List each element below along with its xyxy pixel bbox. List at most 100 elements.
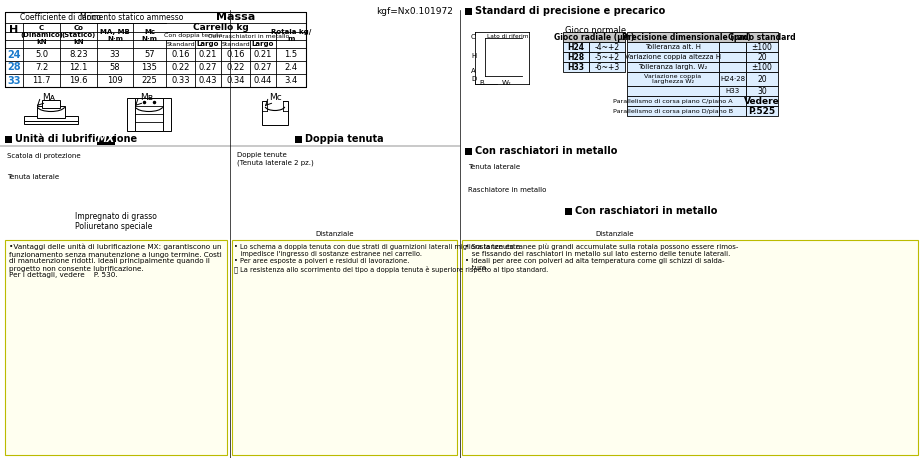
- Bar: [627, 72, 719, 86]
- Text: Variazione coppia
larghezza W₂: Variazione coppia larghezza W₂: [645, 74, 702, 84]
- Bar: [719, 72, 746, 86]
- Text: Tenuta laterale: Tenuta laterale: [468, 164, 520, 170]
- Text: 0.16: 0.16: [227, 50, 245, 59]
- Text: Lato di riferim.: Lato di riferim.: [487, 34, 530, 39]
- Bar: [719, 52, 746, 62]
- Bar: [24, 116, 78, 121]
- Bar: [5, 48, 306, 61]
- Bar: [37, 106, 65, 118]
- Bar: [627, 32, 778, 42]
- Text: 0.21: 0.21: [199, 50, 217, 59]
- Bar: [746, 96, 778, 106]
- Text: H33: H33: [567, 62, 585, 71]
- Bar: [719, 86, 746, 96]
- Text: Momento statico ammesso: Momento statico ammesso: [80, 13, 183, 22]
- Bar: [627, 52, 719, 62]
- Text: H: H: [9, 25, 18, 35]
- Text: H24: H24: [567, 43, 585, 51]
- Text: MA, MB
N·m: MA, MB N·m: [100, 29, 130, 42]
- Bar: [97, 136, 115, 145]
- Text: 225: 225: [142, 76, 157, 85]
- Bar: [24, 121, 78, 124]
- Text: kgf=Nx0.101972: kgf=Nx0.101972: [376, 7, 453, 16]
- Text: Raschiatore in metallo: Raschiatore in metallo: [468, 187, 546, 193]
- Text: H33: H33: [726, 88, 740, 94]
- Bar: [719, 96, 746, 106]
- Text: • Sostanze estranee più grandi accumulate sulla rotaia possono essere rimos-
   : • Sostanze estranee più grandi accumulat…: [465, 244, 739, 272]
- Text: • Lo schema a doppia tenuta con due strati di guarnizioni laterali migliora la t: • Lo schema a doppia tenuta con due stra…: [234, 244, 548, 273]
- Bar: [462, 240, 918, 455]
- Bar: [746, 106, 778, 116]
- Text: 109: 109: [107, 76, 122, 85]
- Text: Tenuta laterale: Tenuta laterale: [7, 174, 59, 180]
- Bar: [627, 62, 719, 72]
- Bar: [565, 208, 572, 215]
- Text: W₂: W₂: [502, 80, 512, 86]
- Text: Unità di lubrificazione: Unità di lubrificazione: [15, 135, 137, 145]
- Text: Mᴃ: Mᴃ: [140, 93, 154, 102]
- Text: 0.33: 0.33: [171, 76, 190, 85]
- Text: H28: H28: [567, 53, 585, 61]
- Text: 0.34: 0.34: [227, 76, 245, 85]
- Text: 28: 28: [7, 62, 21, 72]
- Bar: [627, 42, 719, 52]
- Bar: [5, 74, 306, 87]
- Text: 33: 33: [110, 50, 121, 59]
- Bar: [5, 240, 227, 455]
- Bar: [589, 42, 625, 52]
- Text: P.525: P.525: [749, 107, 775, 115]
- Text: 3.4: 3.4: [285, 76, 297, 85]
- Text: Gioco normale: Gioco normale: [565, 26, 626, 35]
- Text: 0.27: 0.27: [199, 63, 217, 72]
- Text: Gioco radiale (μm): Gioco radiale (μm): [554, 33, 635, 42]
- Text: 1.5: 1.5: [285, 50, 297, 59]
- Text: Massa: Massa: [216, 11, 256, 22]
- Text: Distanziale: Distanziale: [315, 231, 354, 237]
- Bar: [563, 62, 589, 72]
- Text: Variazione coppia altezza H: Variazione coppia altezza H: [625, 54, 721, 60]
- Bar: [5, 136, 12, 143]
- Bar: [465, 8, 472, 15]
- Text: Distanziale: Distanziale: [595, 231, 634, 237]
- Text: -6~+3: -6~+3: [594, 62, 620, 71]
- Bar: [589, 62, 625, 72]
- Text: 135: 135: [142, 63, 157, 72]
- Text: •Vantaggi delle unità di lubrificazione MX: garantiscono un
funzionamento senza : •Vantaggi delle unità di lubrificazione …: [9, 244, 222, 278]
- Text: B: B: [479, 80, 484, 86]
- Text: 11.7: 11.7: [32, 76, 51, 85]
- Text: 33: 33: [7, 76, 21, 86]
- Text: 58: 58: [110, 63, 121, 72]
- Text: Tolleranza largh. W₂: Tolleranza largh. W₂: [638, 64, 707, 70]
- Text: 0.43: 0.43: [199, 76, 217, 85]
- Text: 2.4: 2.4: [285, 63, 297, 72]
- Text: Parallelismo di corsa piano C/piano A: Parallelismo di corsa piano C/piano A: [613, 98, 733, 104]
- Bar: [5, 12, 306, 48]
- Text: Coefficiente di carico: Coefficiente di carico: [19, 13, 100, 22]
- Bar: [465, 148, 472, 155]
- Bar: [563, 32, 625, 42]
- Text: -5~+2: -5~+2: [594, 53, 620, 61]
- Text: 0.16: 0.16: [171, 50, 190, 59]
- Text: 0.27: 0.27: [254, 63, 273, 72]
- Bar: [295, 136, 302, 143]
- Text: Standard: Standard: [166, 42, 195, 47]
- Text: C: C: [471, 34, 476, 40]
- Text: Standard: Standard: [221, 42, 250, 47]
- Text: Grado standard: Grado standard: [729, 33, 796, 42]
- Bar: [267, 101, 283, 111]
- Bar: [746, 62, 778, 72]
- Text: Mc: Mc: [269, 93, 282, 102]
- Text: Mᴀ: Mᴀ: [42, 93, 55, 102]
- Text: 0.21: 0.21: [254, 50, 273, 59]
- Text: Con raschiatori in metallo: Con raschiatori in metallo: [208, 33, 289, 38]
- Text: MX: MX: [97, 135, 115, 145]
- Bar: [627, 96, 719, 106]
- Bar: [232, 240, 457, 455]
- Bar: [589, 52, 625, 62]
- Text: Standard di precisione e precarico: Standard di precisione e precarico: [475, 6, 665, 16]
- Text: Mc
N·m: Mc N·m: [142, 29, 157, 42]
- Text: Scatola di protezione: Scatola di protezione: [7, 153, 81, 159]
- Text: C
(Dinamico)
kN: C (Dinamico) kN: [20, 26, 63, 45]
- Bar: [746, 86, 778, 96]
- Bar: [563, 52, 589, 62]
